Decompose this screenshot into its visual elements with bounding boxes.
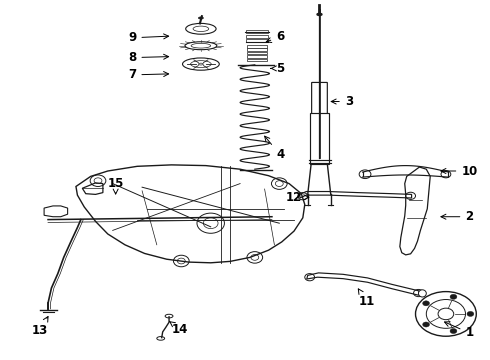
Text: 15: 15 bbox=[107, 177, 124, 194]
Bar bbox=[246, 30, 268, 33]
FancyBboxPatch shape bbox=[312, 82, 327, 116]
Bar bbox=[247, 49, 267, 51]
Text: 6: 6 bbox=[266, 30, 284, 43]
Text: 10: 10 bbox=[441, 165, 478, 177]
Ellipse shape bbox=[182, 58, 219, 70]
Circle shape bbox=[467, 311, 474, 316]
Ellipse shape bbox=[157, 337, 165, 340]
Text: 12: 12 bbox=[286, 191, 309, 204]
Text: 9: 9 bbox=[128, 31, 169, 44]
Bar bbox=[247, 52, 267, 54]
Ellipse shape bbox=[165, 314, 173, 318]
Bar bbox=[247, 59, 267, 61]
Ellipse shape bbox=[193, 26, 209, 31]
Circle shape bbox=[423, 322, 430, 327]
Text: 7: 7 bbox=[128, 68, 169, 81]
Ellipse shape bbox=[186, 23, 216, 34]
Bar bbox=[310, 113, 329, 164]
Bar bbox=[246, 39, 268, 42]
Bar bbox=[246, 35, 268, 38]
Bar bbox=[247, 45, 267, 48]
Ellipse shape bbox=[198, 63, 203, 65]
Ellipse shape bbox=[317, 13, 322, 15]
Ellipse shape bbox=[191, 60, 211, 68]
Text: 2: 2 bbox=[441, 210, 473, 223]
Bar bbox=[247, 55, 267, 58]
Circle shape bbox=[450, 329, 457, 334]
Ellipse shape bbox=[191, 44, 211, 48]
Text: 11: 11 bbox=[358, 289, 375, 308]
Circle shape bbox=[450, 294, 457, 299]
Ellipse shape bbox=[418, 290, 426, 297]
Text: 4: 4 bbox=[265, 136, 284, 161]
Ellipse shape bbox=[198, 17, 203, 19]
Text: 8: 8 bbox=[128, 51, 169, 64]
Text: 3: 3 bbox=[331, 95, 353, 108]
Text: 13: 13 bbox=[32, 316, 49, 337]
Ellipse shape bbox=[185, 42, 217, 50]
Text: 1: 1 bbox=[444, 322, 473, 339]
Circle shape bbox=[423, 301, 430, 306]
Text: 14: 14 bbox=[170, 321, 189, 336]
Text: 5: 5 bbox=[270, 62, 284, 75]
